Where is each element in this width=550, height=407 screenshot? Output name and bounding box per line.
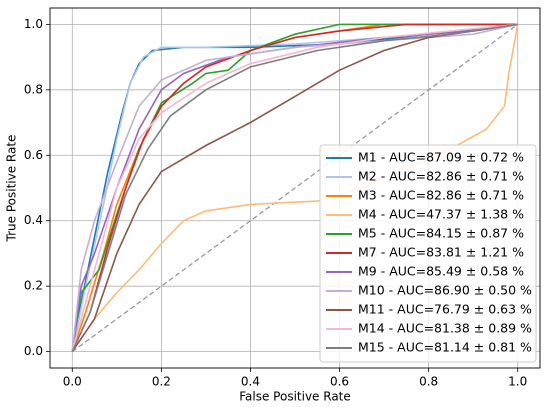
legend-label: M14 - AUC=81.38 ± 0.89 % bbox=[358, 321, 532, 336]
y-tick-label: 1.0 bbox=[24, 17, 43, 31]
legend-label: M10 - AUC=86.90 ± 0.50 % bbox=[358, 283, 532, 298]
y-tick-label: 0.2 bbox=[24, 279, 43, 293]
x-tick-label: 0.4 bbox=[241, 375, 260, 389]
legend-label: M1 - AUC=87.09 ± 0.72 % bbox=[358, 150, 524, 165]
chance-line bbox=[71, 23, 519, 353]
legend-label: M5 - AUC=84.15 ± 0.87 % bbox=[358, 226, 524, 241]
roc-curve bbox=[71, 24, 519, 353]
legend-label: M3 - AUC=82.86 ± 0.71 % bbox=[358, 188, 524, 203]
roc-curve bbox=[71, 23, 518, 353]
legend-label: M7 - AUC=83.81 ± 1.21 % bbox=[358, 245, 524, 260]
y-tick-label: 0.6 bbox=[24, 148, 43, 162]
y-axis-label: True Positive Rate bbox=[5, 135, 19, 243]
y-tick-label: 0.4 bbox=[24, 213, 43, 227]
y-tick-label: 0.0 bbox=[24, 344, 43, 358]
x-tick-label: 1.0 bbox=[508, 375, 527, 389]
x-tick-label: 0.2 bbox=[152, 375, 171, 389]
x-tick-label: 0.6 bbox=[330, 375, 349, 389]
legend-label: M15 - AUC=81.14 ± 0.81 % bbox=[358, 340, 532, 355]
legend-label: M11 - AUC=76.79 ± 0.63 % bbox=[358, 302, 532, 317]
legend-label: M4 - AUC=47.37 ± 1.38 % bbox=[358, 207, 524, 222]
legend-label: M2 - AUC=82.86 ± 0.71 % bbox=[358, 169, 524, 184]
roc-curve bbox=[71, 23, 518, 352]
legend: M1 - AUC=87.09 ± 0.72 % M2 - AUC=82.86 ± … bbox=[319, 144, 537, 363]
x-tick-label: 0.0 bbox=[63, 375, 82, 389]
roc-curve bbox=[71, 23, 518, 352]
legend-box bbox=[319, 144, 537, 363]
y-tick-label: 0.8 bbox=[24, 82, 43, 96]
roc-curve bbox=[71, 23, 518, 352]
plot-frame bbox=[49, 7, 541, 369]
x-axis-label: False Positive Rate bbox=[239, 390, 351, 404]
legend-label: M9 - AUC=85.49 ± 0.58 % bbox=[358, 264, 524, 279]
roc-curve bbox=[71, 23, 518, 352]
x-tick-label: 0.8 bbox=[419, 375, 438, 389]
